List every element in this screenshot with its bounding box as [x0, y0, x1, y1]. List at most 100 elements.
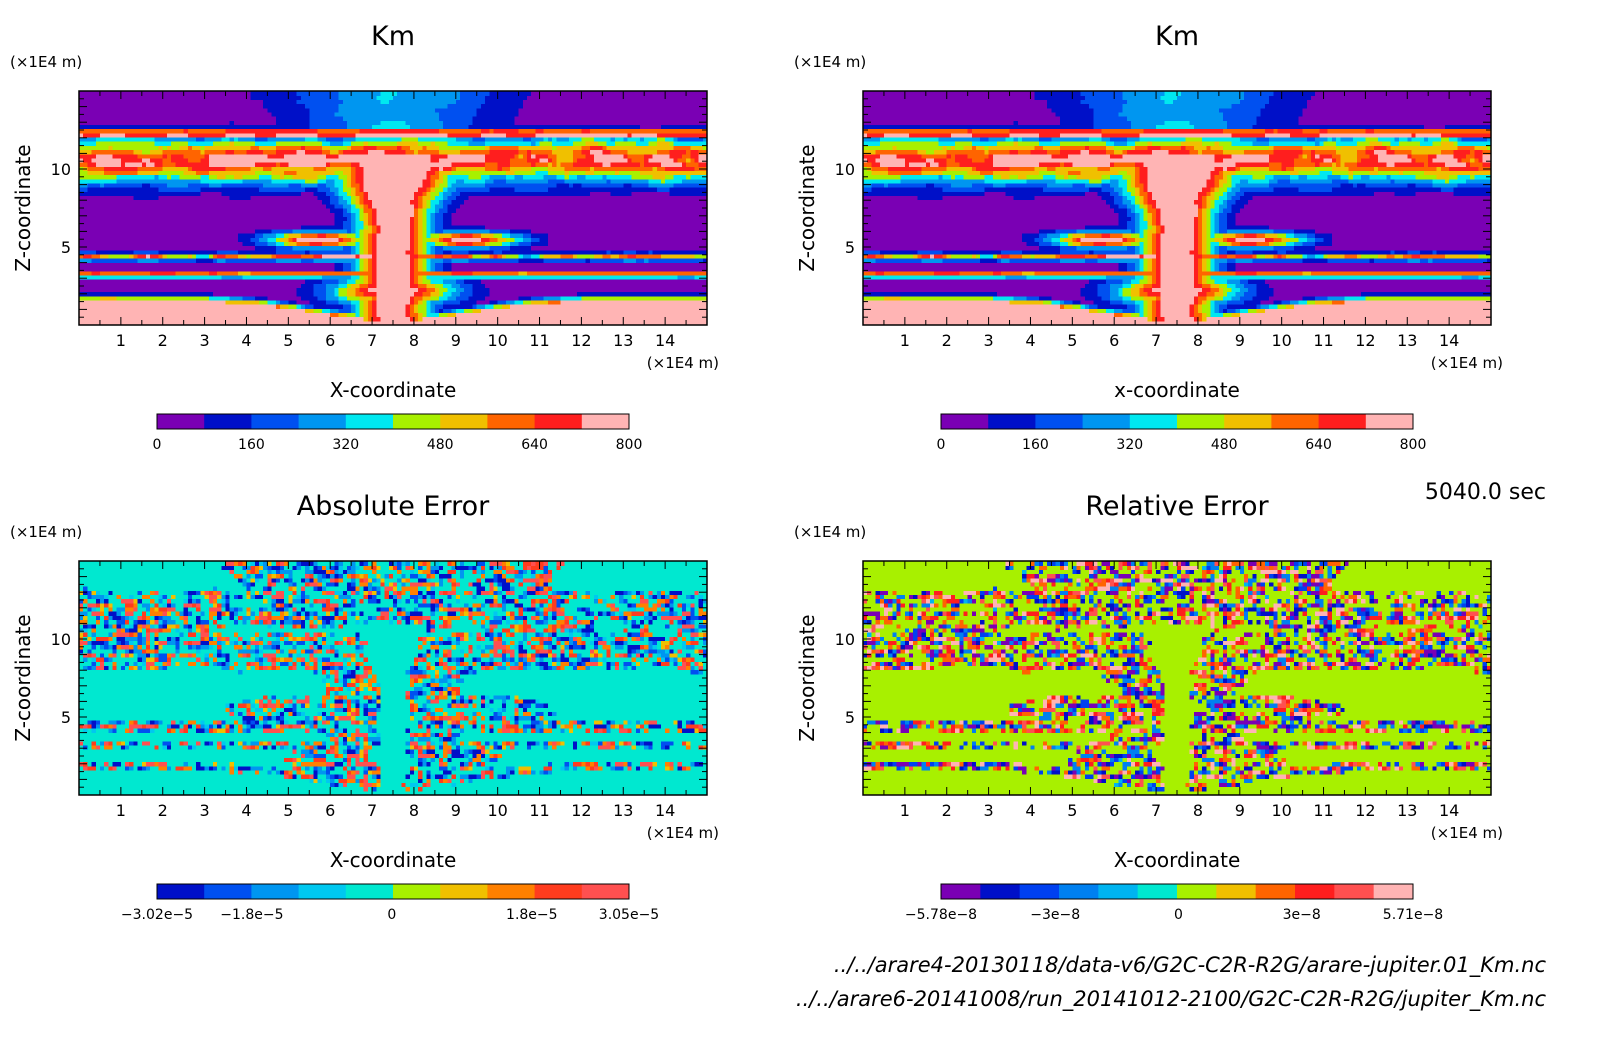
heatmap-cell: [238, 124, 243, 130]
heatmap-cell: [137, 141, 143, 146]
heatmap-cell: [99, 203, 105, 209]
heatmap-cell: [326, 124, 331, 130]
heatmap-cell: [321, 212, 327, 217]
heatmap-cell: [422, 241, 428, 247]
heatmap-cell: [116, 132, 122, 138]
heatmap-cell: [192, 191, 197, 197]
heatmap-cell: [284, 308, 289, 314]
heatmap-cell: [104, 182, 109, 188]
heatmap-cell: [447, 270, 453, 276]
heatmap-cell: [388, 316, 394, 322]
heatmap-cell: [192, 312, 197, 318]
heatmap-cell: [443, 245, 449, 251]
heatmap-cell: [225, 304, 231, 309]
heatmap-cell: [125, 233, 130, 238]
heatmap-cell: [426, 287, 432, 293]
heatmap-cell: [79, 203, 84, 209]
heatmap-cell: [116, 212, 122, 217]
heatmap-cell: [179, 157, 185, 163]
heatmap-cell: [326, 262, 331, 268]
heatmap-cell: [439, 233, 444, 238]
heatmap-cell: [338, 132, 344, 138]
heatmap-cell: [393, 304, 398, 309]
heatmap-cell: [95, 149, 101, 155]
heatmap-cell: [233, 128, 239, 134]
heatmap-cell: [137, 274, 143, 280]
heatmap-cell: [380, 91, 386, 96]
heatmap-cell: [434, 141, 440, 146]
heatmap-cell: [326, 270, 331, 276]
heatmap-cell: [229, 191, 235, 197]
heatmap-cell: [158, 249, 164, 255]
heatmap-cell: [242, 241, 248, 247]
heatmap-cell: [296, 212, 302, 217]
heatmap-cell: [192, 274, 197, 280]
heatmap-cell: [225, 145, 231, 151]
heatmap-cell: [426, 187, 432, 192]
heatmap-cell: [363, 203, 369, 209]
heatmap-cell: [145, 116, 151, 121]
heatmap-cell: [288, 258, 294, 263]
heatmap-cell: [263, 249, 268, 255]
heatmap-cell: [154, 283, 160, 288]
heatmap-cell: [401, 320, 407, 326]
heatmap-cell: [166, 103, 172, 109]
heatmap-cell: [372, 233, 377, 238]
heatmap-cell: [279, 241, 285, 247]
heatmap-cell: [263, 136, 268, 142]
heatmap-cell: [104, 195, 109, 201]
heatmap-cell: [359, 224, 365, 230]
heatmap-cell: [158, 312, 164, 318]
heatmap-cell: [413, 291, 419, 297]
heatmap-cell: [359, 174, 365, 180]
heatmap-cell: [162, 91, 168, 96]
heatmap-cell: [175, 316, 181, 322]
heatmap-cell: [447, 258, 453, 263]
heatmap-cell: [372, 203, 377, 209]
heatmap-cell: [279, 120, 285, 126]
heatmap-cell: [279, 157, 285, 163]
heatmap-cell: [112, 283, 118, 288]
heatmap-cell: [346, 99, 352, 105]
heatmap-cell: [330, 157, 335, 163]
heatmap-cell: [150, 233, 155, 238]
heatmap-cell: [108, 237, 114, 243]
heatmap-cell: [342, 262, 348, 268]
heatmap-cell: [422, 91, 428, 96]
heatmap-cell: [150, 182, 155, 188]
heatmap-cell: [321, 99, 327, 105]
heatmap-cell: [418, 149, 423, 155]
heatmap-cell: [300, 174, 306, 180]
heatmap-cell: [108, 107, 114, 113]
heatmap-cell: [95, 132, 101, 138]
heatmap-cell: [208, 320, 214, 326]
heatmap-cell: [154, 107, 160, 113]
heatmap-cell: [233, 174, 239, 180]
heatmap-cell: [162, 266, 168, 272]
heatmap-cell: [439, 124, 444, 130]
heatmap-cell: [221, 295, 227, 301]
heatmap-cell: [422, 212, 428, 217]
heatmap-cell: [179, 95, 185, 100]
heatmap-cell: [175, 270, 181, 276]
heatmap-cell: [292, 262, 298, 268]
heatmap-cell: [196, 291, 202, 297]
heatmap-cell: [380, 145, 386, 151]
heatmap-cell: [95, 187, 101, 192]
heatmap-cell: [422, 320, 428, 326]
heatmap-cell: [259, 195, 264, 201]
heatmap-cell: [288, 295, 294, 301]
heatmap-cell: [430, 258, 436, 263]
heatmap-cell: [426, 99, 432, 105]
heatmap-cell: [296, 203, 302, 209]
heatmap-cell: [183, 220, 189, 226]
heatmap-cell: [137, 299, 143, 305]
heatmap-cell: [439, 199, 444, 205]
heatmap-cell: [426, 312, 432, 318]
heatmap-cell: [393, 253, 398, 259]
heatmap-cell: [409, 166, 415, 171]
heatmap-cell: [187, 258, 193, 263]
heatmap-cell: [313, 295, 319, 301]
heatmap-cell: [125, 203, 130, 209]
heatmap-cell: [401, 174, 407, 180]
